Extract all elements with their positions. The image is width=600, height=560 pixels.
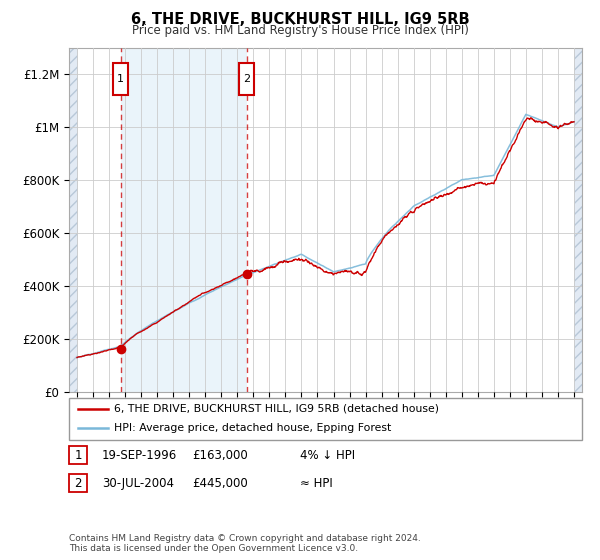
Bar — [121, 48, 247, 392]
Text: £163,000: £163,000 — [192, 449, 248, 462]
Text: 30-JUL-2004: 30-JUL-2004 — [102, 477, 174, 490]
FancyBboxPatch shape — [239, 63, 254, 95]
Text: 6, THE DRIVE, BUCKHURST HILL, IG9 5RB (detached house): 6, THE DRIVE, BUCKHURST HILL, IG9 5RB (d… — [114, 404, 439, 414]
Text: 6, THE DRIVE, BUCKHURST HILL, IG9 5RB: 6, THE DRIVE, BUCKHURST HILL, IG9 5RB — [131, 12, 469, 27]
Text: 4% ↓ HPI: 4% ↓ HPI — [300, 449, 355, 462]
Text: 2: 2 — [74, 477, 82, 490]
Text: 1: 1 — [74, 449, 82, 462]
Text: ≈ HPI: ≈ HPI — [300, 477, 333, 490]
Text: HPI: Average price, detached house, Epping Forest: HPI: Average price, detached house, Eppi… — [114, 423, 391, 433]
Bar — [574, 48, 582, 392]
Bar — [69, 48, 77, 392]
Text: 19-SEP-1996: 19-SEP-1996 — [102, 449, 177, 462]
Text: 2: 2 — [243, 74, 250, 85]
Text: £445,000: £445,000 — [192, 477, 248, 490]
Text: Contains HM Land Registry data © Crown copyright and database right 2024.
This d: Contains HM Land Registry data © Crown c… — [69, 534, 421, 553]
Text: 1: 1 — [117, 74, 124, 85]
Text: Price paid vs. HM Land Registry's House Price Index (HPI): Price paid vs. HM Land Registry's House … — [131, 24, 469, 36]
FancyBboxPatch shape — [113, 63, 128, 95]
